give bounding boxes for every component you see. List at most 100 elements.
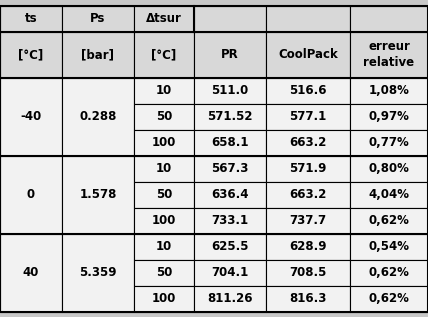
Text: 50: 50	[156, 266, 172, 279]
Bar	[350, 234, 428, 260]
Text: 636.4: 636.4	[211, 188, 249, 201]
Bar	[0, 234, 62, 312]
Bar	[350, 156, 428, 182]
Text: 0,80%: 0,80%	[369, 162, 410, 175]
Text: 733.1: 733.1	[211, 214, 249, 227]
Text: 50: 50	[156, 110, 172, 123]
Text: PR: PR	[221, 48, 239, 61]
Bar	[266, 130, 350, 156]
Text: 737.7: 737.7	[289, 214, 327, 227]
Bar	[62, 156, 134, 234]
Bar	[266, 103, 350, 130]
Text: 1,08%: 1,08%	[369, 84, 410, 97]
Bar	[134, 31, 194, 77]
Bar	[194, 208, 266, 234]
Text: [°C]: [°C]	[152, 48, 177, 61]
Bar	[350, 77, 428, 103]
Text: Δtsur: Δtsur	[146, 12, 182, 25]
Text: 511.0: 511.0	[211, 84, 249, 97]
Text: 100: 100	[152, 136, 176, 149]
Text: 40: 40	[23, 266, 39, 279]
Bar	[266, 31, 350, 77]
Text: 658.1: 658.1	[211, 136, 249, 149]
Text: erreur
relative: erreur relative	[363, 40, 415, 69]
Bar	[194, 182, 266, 208]
Bar	[0, 31, 62, 77]
Text: 663.2: 663.2	[289, 188, 327, 201]
Bar	[62, 77, 134, 156]
Text: 100: 100	[152, 292, 176, 305]
Text: 571.9: 571.9	[289, 162, 327, 175]
Bar	[134, 5, 194, 31]
Bar	[266, 182, 350, 208]
Bar	[266, 77, 350, 103]
Text: 50: 50	[156, 188, 172, 201]
Text: 516.6: 516.6	[289, 84, 327, 97]
Bar	[134, 130, 194, 156]
Bar	[194, 31, 266, 77]
Bar	[350, 31, 428, 77]
Text: 811.26: 811.26	[207, 292, 253, 305]
Text: 628.9: 628.9	[289, 240, 327, 253]
Bar	[194, 234, 266, 260]
Bar	[350, 208, 428, 234]
Bar	[134, 208, 194, 234]
Text: 816.3: 816.3	[289, 292, 327, 305]
Bar	[350, 260, 428, 286]
Text: 10: 10	[156, 84, 172, 97]
Bar	[350, 130, 428, 156]
Bar	[266, 208, 350, 234]
Text: 4,04%: 4,04%	[369, 188, 410, 201]
Bar	[134, 234, 194, 260]
Bar	[194, 77, 266, 103]
Bar	[134, 156, 194, 182]
Text: 625.5: 625.5	[211, 240, 249, 253]
Text: [bar]: [bar]	[81, 48, 115, 61]
Bar	[266, 286, 350, 312]
Text: 0,77%: 0,77%	[369, 136, 409, 149]
Bar	[350, 103, 428, 130]
Bar	[194, 260, 266, 286]
Text: CoolPack: CoolPack	[278, 48, 338, 61]
Bar	[194, 5, 266, 31]
Text: 0: 0	[27, 188, 35, 201]
Bar	[194, 103, 266, 130]
Bar	[194, 156, 266, 182]
Text: 0,62%: 0,62%	[369, 292, 410, 305]
Bar	[350, 5, 428, 31]
Text: 577.1: 577.1	[289, 110, 327, 123]
Bar	[350, 286, 428, 312]
Bar	[62, 31, 134, 77]
Bar	[266, 260, 350, 286]
Bar	[266, 5, 350, 31]
Bar	[266, 156, 350, 182]
Text: 1.578: 1.578	[79, 188, 117, 201]
Bar	[266, 234, 350, 260]
Bar	[134, 77, 194, 103]
Bar	[194, 286, 266, 312]
Text: 0.288: 0.288	[79, 110, 117, 123]
Bar	[350, 182, 428, 208]
Text: 5.359: 5.359	[79, 266, 117, 279]
Text: 0,62%: 0,62%	[369, 214, 410, 227]
Bar	[194, 130, 266, 156]
Text: 704.1: 704.1	[211, 266, 249, 279]
Text: 10: 10	[156, 240, 172, 253]
Text: 0,62%: 0,62%	[369, 266, 410, 279]
Bar	[62, 5, 134, 31]
Text: 567.3: 567.3	[211, 162, 249, 175]
Bar	[134, 260, 194, 286]
Bar	[0, 5, 62, 31]
Text: 100: 100	[152, 214, 176, 227]
Text: 0,54%: 0,54%	[369, 240, 410, 253]
Bar	[0, 156, 62, 234]
Text: ts: ts	[25, 12, 37, 25]
Bar	[62, 234, 134, 312]
Text: 663.2: 663.2	[289, 136, 327, 149]
Text: 0,97%: 0,97%	[369, 110, 410, 123]
Text: 708.5: 708.5	[289, 266, 327, 279]
Text: Ps: Ps	[90, 12, 106, 25]
Text: 10: 10	[156, 162, 172, 175]
Bar	[134, 182, 194, 208]
Bar	[134, 103, 194, 130]
